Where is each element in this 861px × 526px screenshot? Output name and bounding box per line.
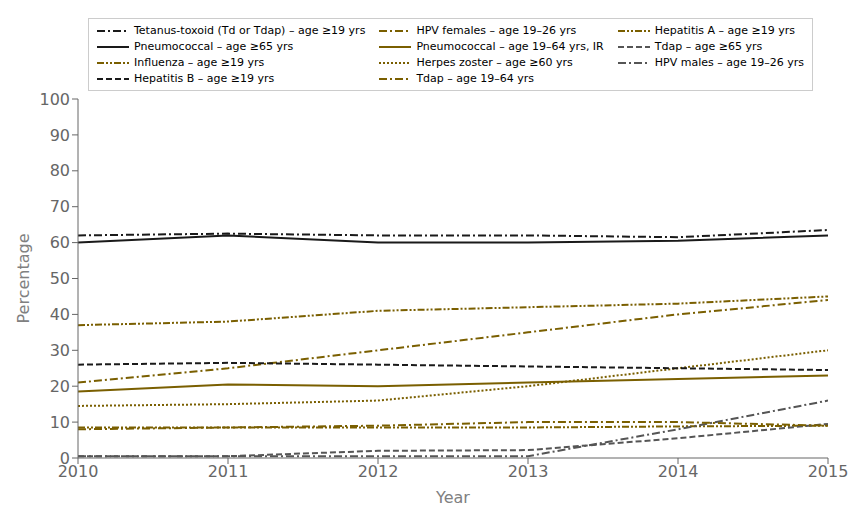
svg-text:Percentage: Percentage bbox=[14, 233, 33, 323]
svg-text:2011: 2011 bbox=[208, 462, 249, 481]
html-text:Herpes zoster – age ≥60 yrs: Herpes zoster – age ≥60 yrs bbox=[416, 56, 573, 69]
svg-text:30: 30 bbox=[50, 341, 70, 360]
html-text:Pneumococcal – age 19–64 yrs,: Pneumococcal – age 19–64 yrs, IR bbox=[416, 40, 604, 53]
html-text:Tdap – age ≥65 yrs: Tdap – age ≥65 yrs bbox=[654, 40, 763, 53]
html-text:Hepatitis B – age ≥19 yrs: Hepatitis B – age ≥19 yrs bbox=[134, 72, 275, 85]
html-text:Pneumococcal – age ≥65 yrs: Pneumococcal – age ≥65 yrs bbox=[134, 40, 294, 53]
svg-text:80: 80 bbox=[50, 161, 70, 180]
svg-text:70: 70 bbox=[50, 197, 70, 216]
html-text:Hepatitis A – age ≥19 yrs: Hepatitis A – age ≥19 yrs bbox=[654, 24, 795, 37]
svg-text:50: 50 bbox=[50, 269, 70, 288]
html-text:Influenza – age ≥19 yrs: Influenza – age ≥19 yrs bbox=[134, 56, 265, 69]
svg-text:2010: 2010 bbox=[57, 462, 99, 482]
html-text:HPV females – age 19–26 yrs: HPV females – age 19–26 yrs bbox=[416, 24, 577, 37]
svg-text:2014: 2014 bbox=[658, 462, 699, 481]
svg-text:2015: 2015 bbox=[808, 462, 849, 481]
html-text:Tetanus-toxoid (Td or Tdap) –: Tetanus-toxoid (Td or Tdap) – age ≥19 yr… bbox=[134, 24, 366, 37]
svg-text:0: 0 bbox=[60, 449, 70, 468]
svg-text:60: 60 bbox=[50, 233, 70, 252]
svg-text:20: 20 bbox=[50, 377, 70, 396]
svg-text:Year: Year bbox=[435, 488, 470, 507]
svg-text:100: 100 bbox=[39, 90, 70, 109]
svg-text:10: 10 bbox=[50, 413, 70, 432]
svg-text:2012: 2012 bbox=[358, 462, 399, 481]
svg-text:2013: 2013 bbox=[508, 462, 549, 481]
html-text:HPV males – age 19–26 yrs: HPV males – age 19–26 yrs bbox=[654, 56, 804, 69]
html-text:Tdap – age 19–64 yrs: Tdap – age 19–64 yrs bbox=[416, 72, 534, 85]
svg-text:90: 90 bbox=[50, 126, 70, 145]
svg-text:40: 40 bbox=[50, 305, 70, 324]
